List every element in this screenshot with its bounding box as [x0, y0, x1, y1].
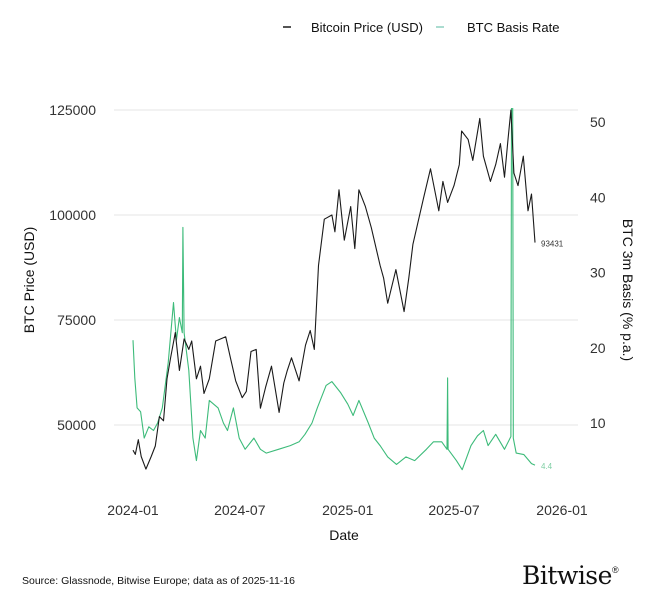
x-tick-label: 2024-07: [214, 502, 266, 518]
left-tick-label: 75000: [57, 312, 96, 328]
x-tick-label: 2025-01: [322, 502, 374, 518]
right-tick-label: 20: [590, 340, 606, 356]
left-tick-label: 100000: [49, 207, 96, 223]
left-axis-label: BTC Price (USD): [21, 227, 37, 334]
x-axis-ticks: 2024-01 2024-07 2025-01 2025-07 2026-01: [107, 502, 588, 518]
left-tick-label: 125000: [49, 102, 96, 118]
gridlines: [114, 109, 578, 426]
legend-label-price: Bitcoin Price (USD): [311, 20, 423, 35]
basis-line: [132, 108, 536, 471]
x-tick-label: 2026-01: [536, 502, 588, 518]
left-tick-label: 50000: [57, 417, 96, 433]
legend-label-basis: BTC Basis Rate: [467, 20, 559, 35]
right-axis-ticks: 10 20 30 40 50: [590, 114, 606, 431]
x-axis-label: Date: [329, 527, 359, 543]
basis-end-label: 4.4: [541, 462, 553, 471]
source-note: Source: Glassnode, Bitwise Europe; data …: [22, 575, 295, 587]
legend: Bitcoin Price (USD) BTC Basis Rate: [283, 20, 559, 35]
registered-mark: ®: [611, 565, 619, 575]
price-end-label: 93431: [541, 240, 564, 249]
bitwise-logo: Bitwise®: [522, 561, 619, 590]
right-tick-label: 30: [590, 265, 606, 281]
right-axis-label: BTC 3m Basis (% p.a.): [620, 219, 636, 361]
left-axis-ticks: 50000 75000 100000 125000: [49, 102, 96, 433]
right-tick-label: 10: [590, 415, 606, 431]
x-tick-label: 2024-01: [107, 502, 159, 518]
right-tick-label: 50: [590, 114, 606, 130]
price-line: [132, 109, 536, 470]
logo-text: Bitwise: [522, 561, 612, 590]
x-tick-label: 2025-07: [428, 502, 480, 518]
right-tick-label: 40: [590, 189, 606, 205]
